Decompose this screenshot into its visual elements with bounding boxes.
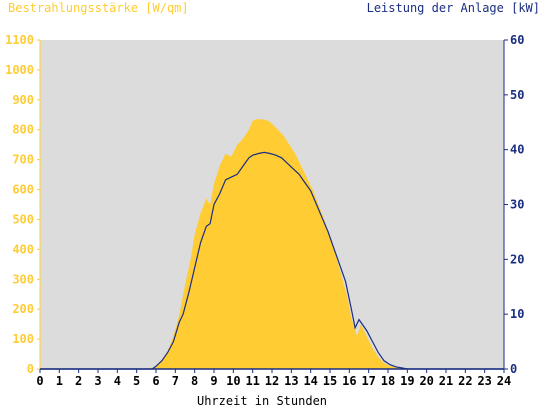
x-tick-label: 23 (477, 374, 491, 388)
y-left-tick-label: 900 (12, 93, 34, 107)
y-left-tick-label: 300 (12, 272, 34, 286)
x-tick-label: 20 (419, 374, 433, 388)
x-tick-label: 4 (114, 374, 121, 388)
x-tick-label: 24 (497, 374, 511, 388)
x-tick-label: 15 (323, 374, 337, 388)
x-tick-label: 0 (36, 374, 43, 388)
x-tick-label: 3 (94, 374, 101, 388)
x-tick-label: 6 (152, 374, 159, 388)
y-right-tick-label: 30 (510, 198, 524, 212)
x-tick-label: 8 (191, 374, 198, 388)
x-tick-label: 16 (342, 374, 356, 388)
y-left-tick-label: 800 (12, 123, 34, 137)
y-left-tick-label: 1100 (5, 33, 34, 47)
x-tick-label: 1 (56, 374, 63, 388)
x-tick-label: 18 (381, 374, 395, 388)
y-right-tick-label: 50 (510, 88, 524, 102)
irradiance-area (40, 119, 504, 369)
y-left-tick-label: 700 (12, 153, 34, 167)
x-tick-label: 10 (226, 374, 240, 388)
y-right-tick-label: 0 (510, 362, 517, 376)
y-right-tick-label: 10 (510, 307, 524, 321)
x-tick-label: 12 (265, 374, 279, 388)
y-left-tick-label: 600 (12, 183, 34, 197)
y-right-tick-label: 20 (510, 252, 524, 266)
x-tick-label: 5 (133, 374, 140, 388)
x-tick-label: 7 (172, 374, 179, 388)
x-tick-label: 14 (303, 374, 317, 388)
x-tick-label: 22 (458, 374, 472, 388)
y-right-tick-label: 60 (510, 33, 524, 47)
irradiance-area-layer (40, 119, 504, 369)
x-tick-label: 17 (361, 374, 375, 388)
x-tick-label: 9 (210, 374, 217, 388)
x-tick-label: 11 (245, 374, 259, 388)
x-tick-label: 2 (75, 374, 82, 388)
y-left-tick-label: 500 (12, 212, 34, 226)
x-tick-label: 21 (439, 374, 453, 388)
power-line (40, 151, 504, 370)
x-tick-label: 13 (284, 374, 298, 388)
power-line-layer (40, 151, 504, 370)
right-axis-label: Leistung der Anlage [kW] (367, 1, 540, 15)
left-axis-label: Bestrahlungsstärke [W/qm] (8, 1, 189, 15)
y-left-tick-label: 1000 (5, 63, 34, 77)
x-tick-label: 19 (400, 374, 414, 388)
y-left-tick-label: 200 (12, 302, 34, 316)
y-left-tick-label: 0 (27, 362, 34, 376)
y-left-tick-label: 100 (12, 332, 34, 346)
ticks-layer: 0100200300400500600700800900100011000102… (5, 33, 524, 388)
x-axis-label: Uhrzeit in Stunden (197, 394, 327, 408)
y-right-tick-label: 40 (510, 143, 524, 157)
y-left-tick-label: 400 (12, 242, 34, 256)
